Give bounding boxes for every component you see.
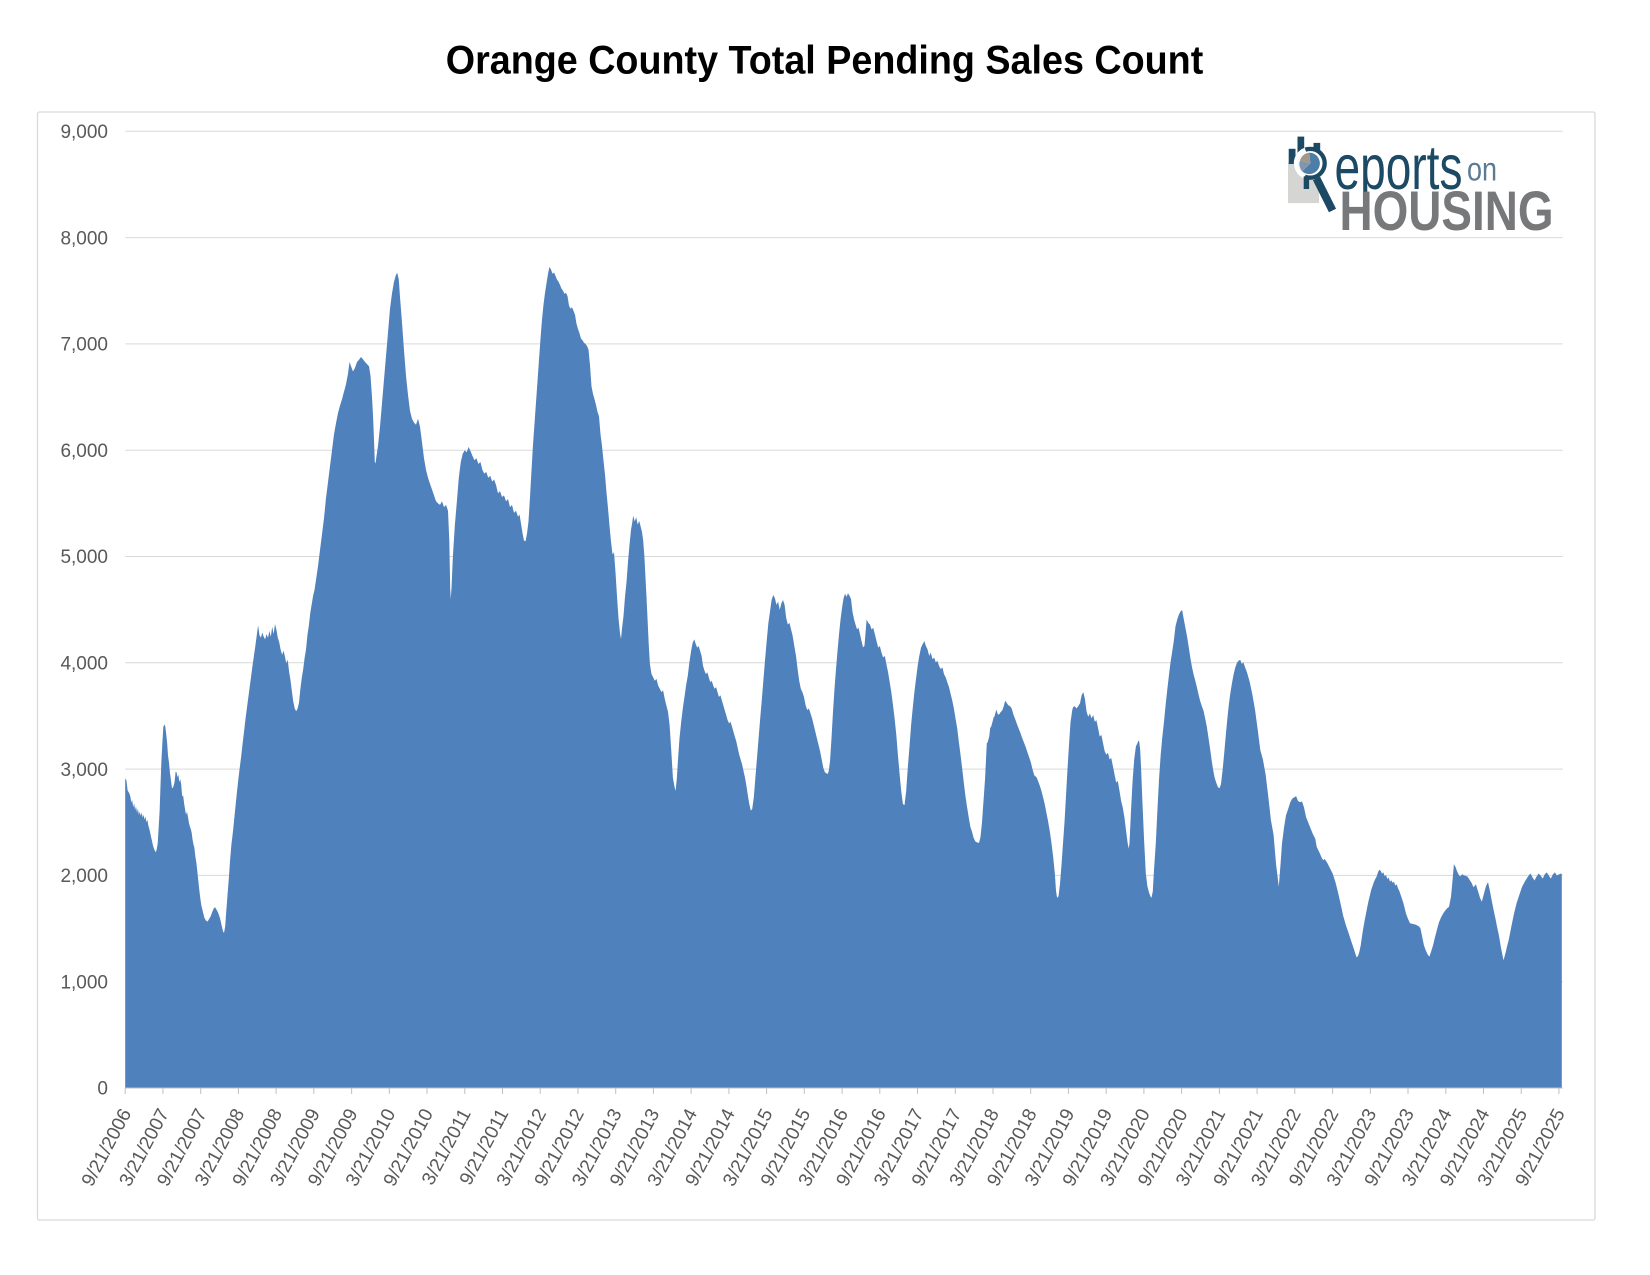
svg-text:9,000: 9,000	[60, 122, 108, 143]
svg-text:1,000: 1,000	[60, 972, 108, 993]
svg-text:on: on	[1467, 151, 1497, 188]
svg-text:7,000: 7,000	[60, 335, 108, 356]
svg-text:3,000: 3,000	[60, 760, 108, 781]
svg-text:Orange County Total Pending Sa: Orange County Total Pending Sales Count	[446, 39, 1204, 83]
svg-text:eports: eports	[1335, 133, 1463, 203]
svg-text:4,000: 4,000	[60, 654, 108, 675]
svg-text:0: 0	[97, 1079, 108, 1100]
svg-text:8,000: 8,000	[60, 228, 108, 249]
svg-text:6,000: 6,000	[60, 441, 108, 462]
svg-text:2,000: 2,000	[60, 866, 108, 887]
svg-text:HOUSING: HOUSING	[1340, 179, 1554, 242]
svg-text:5,000: 5,000	[60, 547, 108, 568]
